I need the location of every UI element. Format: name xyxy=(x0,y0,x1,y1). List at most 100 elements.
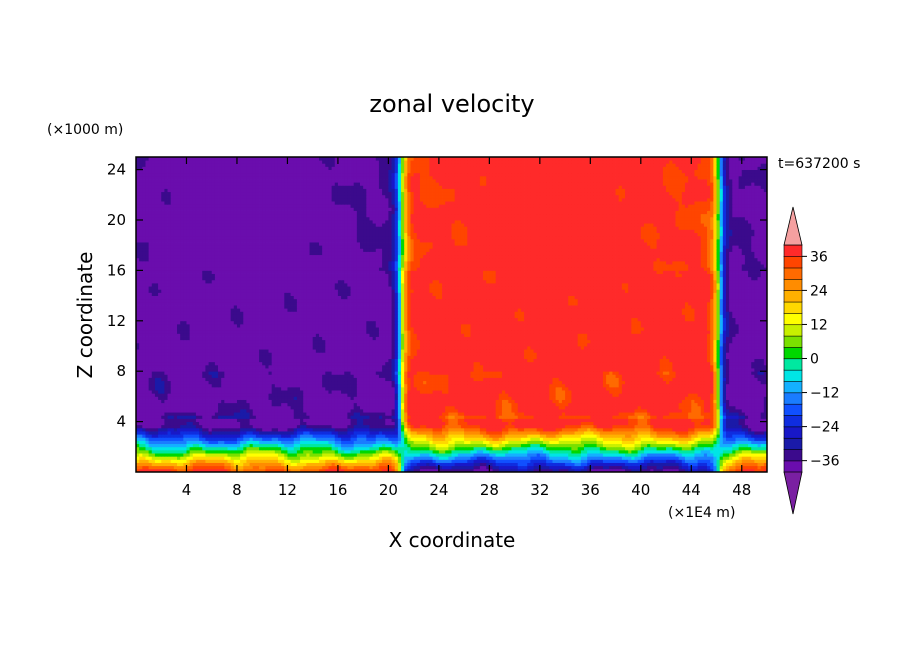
field-cell xyxy=(451,399,456,404)
field-cell xyxy=(154,393,159,397)
field-cell xyxy=(625,440,629,445)
field-cell xyxy=(290,393,295,397)
field-cell xyxy=(407,402,411,407)
field-cell xyxy=(571,453,575,457)
field-cell xyxy=(218,465,222,470)
field-cell xyxy=(732,393,736,397)
field-cell xyxy=(511,437,515,441)
field-cell xyxy=(763,427,767,432)
field-cell xyxy=(618,409,623,413)
field-cell xyxy=(186,409,191,413)
field-cell xyxy=(192,424,197,429)
field-cell xyxy=(640,421,645,426)
field-cell xyxy=(628,402,632,407)
field-cell xyxy=(754,449,758,454)
field-cell xyxy=(341,443,345,448)
field-cell xyxy=(688,412,692,416)
field-cell xyxy=(609,446,613,451)
field-cell xyxy=(214,415,219,419)
field-cell xyxy=(426,443,430,448)
field-cell xyxy=(751,421,755,426)
field-cell xyxy=(691,415,695,419)
field-cell xyxy=(571,409,575,413)
field-cell xyxy=(716,465,721,470)
field-cell xyxy=(707,424,711,429)
field-cell xyxy=(170,396,175,400)
field-cell xyxy=(404,424,408,429)
field-cell xyxy=(438,427,443,432)
field-cell xyxy=(353,443,358,448)
field-cell xyxy=(602,453,607,457)
field-cell xyxy=(173,399,178,404)
field-cell xyxy=(158,437,162,441)
field-cell xyxy=(255,465,260,470)
field-cell xyxy=(659,431,664,435)
field-cell xyxy=(221,412,225,416)
field-cell xyxy=(719,456,724,460)
field-cell xyxy=(173,415,178,419)
field-cell xyxy=(703,437,708,441)
field-cell xyxy=(189,456,194,460)
field-cell xyxy=(265,418,269,422)
field-cell xyxy=(546,449,550,454)
field-cell xyxy=(511,396,515,400)
field-cell xyxy=(489,440,493,445)
field-cell xyxy=(634,405,639,410)
field-cell xyxy=(410,427,415,432)
field-cell xyxy=(558,453,563,457)
field-cell xyxy=(186,412,191,416)
field-cell xyxy=(659,396,664,400)
field-cell xyxy=(227,399,232,404)
field-cell xyxy=(678,446,683,451)
field-cell xyxy=(735,405,739,410)
field-cell xyxy=(625,465,629,470)
field-cell xyxy=(341,453,345,457)
field-cell xyxy=(697,427,702,432)
field-cell xyxy=(435,453,440,457)
field-cell xyxy=(451,405,456,410)
field-cell xyxy=(413,405,418,410)
field-cell xyxy=(546,415,550,419)
field-cell xyxy=(268,468,273,472)
field-cell xyxy=(344,443,348,448)
field-cell xyxy=(495,412,500,416)
field-cell xyxy=(145,427,150,432)
field-cell xyxy=(602,405,607,410)
field-cell xyxy=(625,459,629,463)
field-cell xyxy=(265,434,269,438)
field-cell xyxy=(612,468,616,472)
field-cell xyxy=(631,427,635,432)
field-cell xyxy=(587,402,591,407)
field-cell xyxy=(353,427,358,432)
field-cell xyxy=(621,456,626,460)
field-cell xyxy=(479,415,484,419)
field-cell xyxy=(599,399,604,404)
field-cell xyxy=(757,434,762,438)
field-cell xyxy=(703,440,708,445)
field-cell xyxy=(543,418,547,422)
field-cell xyxy=(442,412,446,416)
field-cell xyxy=(637,427,642,432)
field-cell xyxy=(486,402,490,407)
field-cell xyxy=(505,468,509,472)
field-cell xyxy=(628,427,632,432)
field-cell xyxy=(410,405,415,410)
field-cell xyxy=(337,393,342,397)
field-cell xyxy=(653,424,657,429)
field-cell xyxy=(438,443,443,448)
field-cell xyxy=(707,415,711,419)
field-cell xyxy=(224,459,228,463)
field-cell xyxy=(489,405,493,410)
field-cell xyxy=(464,456,468,460)
field-cell xyxy=(602,434,607,438)
field-cell xyxy=(227,402,232,407)
field-cell xyxy=(230,431,235,435)
field-cell xyxy=(675,431,680,435)
field-cell xyxy=(366,409,370,413)
field-cell xyxy=(653,427,657,432)
field-cell xyxy=(341,462,345,467)
field-cell xyxy=(394,468,399,472)
field-cell xyxy=(309,424,314,429)
field-cell xyxy=(208,431,213,435)
field-cell xyxy=(303,440,307,445)
